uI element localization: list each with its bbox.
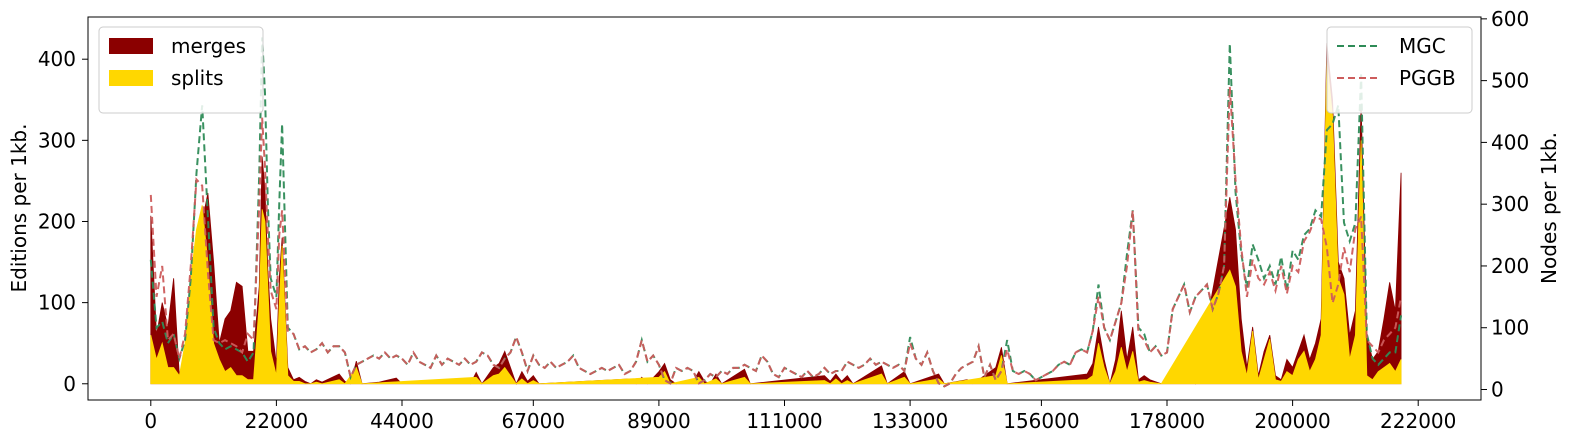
x-tick-label: 156000 <box>1003 409 1079 433</box>
area-layer <box>150 42 1402 385</box>
y-left-tick-label: 200 <box>38 209 76 233</box>
plot-frame <box>87 16 1482 401</box>
legend-label-merges: merges <box>171 34 246 58</box>
axes-layer: 0 22000 44000 67000 89000 111000 133000 156000 1… <box>38 7 1529 433</box>
legend-swatch-splits <box>109 70 153 86</box>
legend-box <box>1326 26 1473 114</box>
x-tick-label: 178000 <box>1129 409 1205 433</box>
legend-right: MGC PGGB <box>1326 26 1473 114</box>
y-right-tick-label: 0 <box>1491 377 1504 401</box>
legend-left: merges splits <box>98 26 264 114</box>
legend-label-PGGB: PGGB <box>1399 66 1456 90</box>
y-axis-label-left: Editions per 1kb. <box>7 124 31 293</box>
y-axis-label-right: Nodes per 1kb. <box>1537 132 1561 284</box>
x-tick-label: 67000 <box>501 409 565 433</box>
x-tick-label: 200000 <box>1254 409 1330 433</box>
x-tick-label: 44000 <box>370 409 434 433</box>
x-tick-label: 0 <box>144 409 157 433</box>
line-layer <box>149 37 1403 388</box>
x-tick-label: 22000 <box>245 409 309 433</box>
y-right-tick-label: 400 <box>1491 130 1529 154</box>
y-left-tick-label: 0 <box>63 372 76 396</box>
y-left-tick-label: 400 <box>38 47 76 71</box>
line-PGGB <box>149 86 1403 388</box>
x-tick-label: 111000 <box>746 409 822 433</box>
legend-swatch-merges <box>109 38 153 54</box>
y-right-tick-label: 500 <box>1491 69 1529 93</box>
y-right-tick-label: 100 <box>1491 316 1529 340</box>
x-tick-label: 222000 <box>1380 409 1456 433</box>
legend-label-MGC: MGC <box>1399 34 1446 58</box>
area-splits <box>150 59 1402 385</box>
y-left-tick-label: 100 <box>38 291 76 315</box>
y-right-tick-label: 300 <box>1491 192 1529 216</box>
x-tick-label: 89000 <box>627 409 691 433</box>
y-left-tick-label: 300 <box>38 128 76 152</box>
y-right-tick-label: 200 <box>1491 254 1529 278</box>
x-tick-label: 133000 <box>872 409 948 433</box>
legend-label-splits: splits <box>171 66 224 90</box>
y-right-tick-label: 600 <box>1491 7 1529 31</box>
